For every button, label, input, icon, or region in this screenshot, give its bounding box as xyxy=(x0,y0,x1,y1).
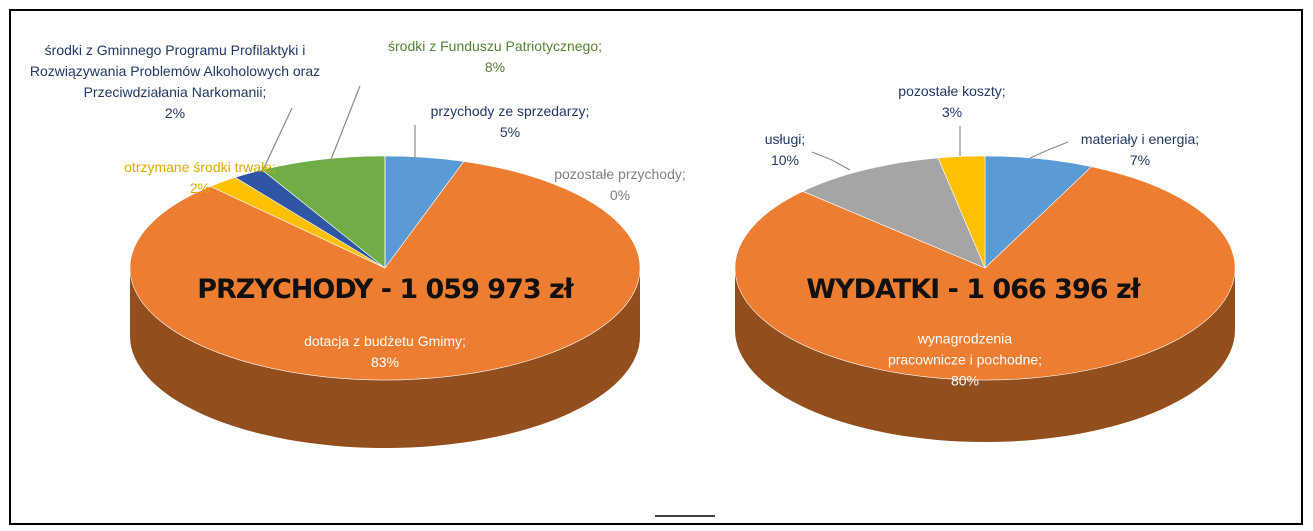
slice xyxy=(802,157,986,269)
label-value: 8% xyxy=(484,59,506,75)
data-label: materiały i energia; 7% xyxy=(1040,129,1240,171)
data-label: usługi; 10% xyxy=(735,129,835,171)
label-value: 10% xyxy=(770,152,800,168)
label-category: usługi; xyxy=(764,131,806,147)
slice-side xyxy=(130,268,640,448)
label-value: 0% xyxy=(609,187,631,203)
label-value: 80% xyxy=(950,372,980,389)
pies: PRZYCHODY - 1 059 973 zł WYDATKI - 1 066 … xyxy=(129,155,1236,448)
label-category: otrzymane środki trwałe; xyxy=(124,159,276,175)
label-category: wynagrodzenia pracownicze i pochodne; xyxy=(887,330,1043,368)
data-label: otrzymane środki trwałe; 2% xyxy=(90,157,310,199)
pie: PRZYCHODY - 1 059 973 zł xyxy=(129,155,641,448)
label-category: dotacja z budżetu Gmimy; xyxy=(304,333,466,349)
data-label: pozostałe przychody; 0% xyxy=(520,164,720,206)
pie: WYDATKI - 1 066 396 zł xyxy=(734,155,1236,442)
data-label: dotacja z budżetu Gmimy; 83% xyxy=(275,331,495,373)
label-value: 3% xyxy=(941,104,963,120)
pie-title: WYDATKI - 1 066 396 zł xyxy=(806,274,1141,305)
data-label: przychody ze sprzedarzy; 5% xyxy=(400,101,620,143)
label-category: pozostałe koszty; xyxy=(898,83,1006,99)
frame xyxy=(9,9,1303,525)
label-value: 7% xyxy=(1129,152,1151,168)
slice xyxy=(129,161,641,381)
slice xyxy=(261,155,386,269)
label-category: środki z Gminnego Programu Profilaktyki … xyxy=(29,42,321,100)
data-label: środki z Gminnego Programu Profilaktyki … xyxy=(25,40,325,124)
slice xyxy=(734,166,1236,381)
data-label: pozostałe koszty; 3% xyxy=(872,81,1032,123)
slice xyxy=(937,155,986,269)
label-value: 2% xyxy=(164,105,186,121)
label-category: materiały i energia; xyxy=(1080,131,1200,147)
data-label: środki z Funduszu Patriotycznego; 8% xyxy=(365,36,625,78)
slice xyxy=(984,155,1093,269)
label-value: 2% xyxy=(189,180,211,196)
data-label: wynagrodzenia pracownicze i pochodne; 80% xyxy=(880,329,1050,392)
slice-side xyxy=(735,268,1235,442)
label-category: pozostałe przychody; xyxy=(554,166,686,182)
label-category: przychody ze sprzedarzy; xyxy=(430,103,590,119)
label-value: 83% xyxy=(370,354,400,370)
label-category: środki z Funduszu Patriotycznego; xyxy=(388,38,602,54)
label-value: 5% xyxy=(499,124,521,140)
pie-title: PRZYCHODY - 1 059 973 zł xyxy=(197,274,575,305)
leader-lines xyxy=(262,85,1069,171)
